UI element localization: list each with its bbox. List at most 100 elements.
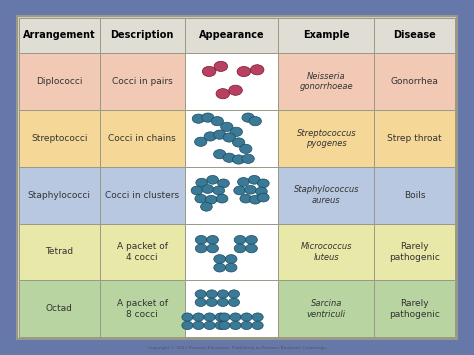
FancyBboxPatch shape (374, 18, 455, 53)
Circle shape (214, 61, 228, 71)
Text: Micrococcus
luteus: Micrococcus luteus (301, 242, 352, 262)
Text: Boils: Boils (404, 191, 426, 200)
FancyBboxPatch shape (374, 53, 455, 110)
FancyBboxPatch shape (185, 110, 278, 166)
Circle shape (211, 116, 223, 126)
Circle shape (182, 321, 193, 329)
Text: Cocci in clusters: Cocci in clusters (105, 191, 179, 200)
Circle shape (194, 137, 207, 146)
Text: Example: Example (303, 30, 350, 40)
Circle shape (204, 321, 215, 329)
Circle shape (220, 122, 233, 131)
Text: Tetrad: Tetrad (45, 247, 73, 256)
Circle shape (245, 185, 256, 194)
Circle shape (202, 185, 214, 193)
FancyBboxPatch shape (278, 53, 374, 110)
FancyBboxPatch shape (100, 224, 185, 280)
Circle shape (195, 298, 206, 306)
Circle shape (252, 321, 263, 329)
Text: Staphylococcus
aureus: Staphylococcus aureus (294, 185, 359, 205)
Circle shape (207, 175, 219, 184)
Circle shape (237, 66, 251, 77)
FancyBboxPatch shape (278, 224, 374, 280)
Text: Streptococci: Streptococci (31, 134, 88, 143)
Circle shape (249, 195, 261, 204)
Circle shape (248, 175, 260, 184)
Circle shape (249, 116, 262, 126)
Circle shape (223, 153, 235, 162)
Circle shape (232, 155, 245, 164)
Circle shape (234, 186, 246, 195)
Text: Gonorrhea: Gonorrhea (391, 77, 438, 86)
Circle shape (207, 244, 219, 253)
Text: Appearance: Appearance (199, 30, 264, 40)
Circle shape (234, 244, 246, 253)
Circle shape (213, 186, 225, 195)
Circle shape (201, 113, 214, 122)
Text: Arrangement: Arrangement (23, 30, 96, 40)
FancyBboxPatch shape (374, 110, 455, 166)
Circle shape (213, 130, 226, 139)
Circle shape (195, 194, 207, 203)
Text: Neisseria
gonorrhoeae: Neisseria gonorrhoeae (300, 72, 353, 91)
Circle shape (205, 195, 217, 204)
Text: Copyright © 2011 Pearson Education, Publishing as Pearson Benjamin Cummings.: Copyright © 2011 Pearson Education, Publ… (147, 346, 327, 350)
Text: Staphylococci: Staphylococci (28, 191, 91, 200)
FancyBboxPatch shape (374, 224, 455, 280)
FancyBboxPatch shape (100, 53, 185, 110)
Circle shape (230, 313, 241, 321)
Text: Diplococci: Diplococci (36, 77, 82, 86)
Text: Rarely
pathogenic: Rarely pathogenic (389, 242, 440, 262)
FancyBboxPatch shape (19, 110, 100, 166)
Text: Octad: Octad (46, 304, 73, 313)
FancyBboxPatch shape (100, 18, 185, 53)
Circle shape (257, 193, 269, 202)
Circle shape (195, 235, 207, 244)
FancyBboxPatch shape (185, 166, 278, 224)
Text: Streptococcus
pyogenes: Streptococcus pyogenes (297, 129, 356, 148)
FancyBboxPatch shape (374, 166, 455, 224)
Circle shape (219, 313, 230, 321)
FancyBboxPatch shape (19, 224, 100, 280)
Circle shape (228, 298, 239, 306)
Circle shape (241, 313, 252, 321)
Circle shape (206, 290, 217, 298)
Text: A packet of
4 cocci: A packet of 4 cocci (117, 242, 168, 262)
Circle shape (230, 127, 242, 136)
Circle shape (218, 179, 229, 188)
Circle shape (214, 255, 226, 263)
Circle shape (237, 178, 249, 186)
FancyBboxPatch shape (19, 18, 100, 53)
Circle shape (228, 290, 239, 298)
Circle shape (252, 313, 263, 321)
Circle shape (196, 178, 208, 187)
FancyBboxPatch shape (17, 16, 457, 339)
FancyBboxPatch shape (185, 53, 278, 110)
Circle shape (191, 186, 203, 195)
Circle shape (193, 321, 204, 329)
Circle shape (225, 255, 237, 263)
FancyBboxPatch shape (278, 110, 374, 166)
Text: Disease: Disease (393, 30, 436, 40)
Circle shape (195, 244, 207, 253)
Circle shape (216, 194, 228, 203)
Circle shape (182, 313, 193, 321)
FancyBboxPatch shape (100, 110, 185, 166)
Circle shape (242, 154, 254, 163)
Circle shape (201, 202, 212, 211)
Circle shape (207, 235, 219, 244)
Circle shape (240, 194, 252, 203)
Text: Sarcina
ventriculi: Sarcina ventriculi (307, 299, 346, 318)
Text: Strep throat: Strep throat (387, 134, 442, 143)
Circle shape (257, 179, 269, 188)
Text: A packet of
8 cocci: A packet of 8 cocci (117, 299, 168, 318)
Circle shape (204, 313, 215, 321)
FancyBboxPatch shape (278, 280, 374, 337)
Circle shape (230, 321, 241, 329)
Circle shape (214, 263, 226, 272)
FancyBboxPatch shape (19, 53, 100, 110)
Circle shape (255, 187, 267, 196)
Circle shape (193, 313, 204, 321)
Circle shape (232, 138, 245, 147)
FancyBboxPatch shape (278, 18, 374, 53)
